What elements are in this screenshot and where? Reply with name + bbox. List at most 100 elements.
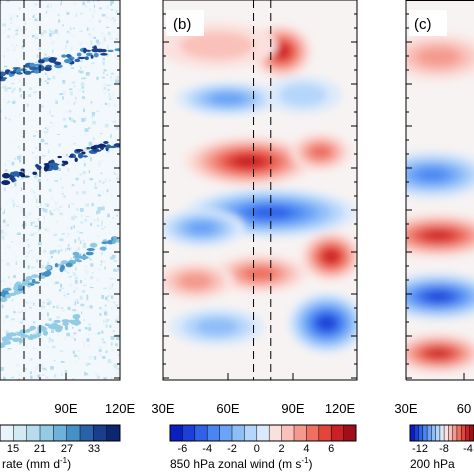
precip-speckle xyxy=(47,75,49,79)
colorbar-a-title: rate (mm d-1) xyxy=(2,456,71,471)
colorbar-b-cell-8 xyxy=(269,425,282,441)
precip-speckle xyxy=(10,22,13,24)
precip-speckle xyxy=(56,363,59,365)
precip-speckle xyxy=(85,5,87,8)
precip-band-1 xyxy=(90,146,97,150)
precip-speckle xyxy=(45,368,47,371)
precip-speckle xyxy=(54,374,57,378)
precip-speckle xyxy=(37,239,40,242)
colorbar-c-cell-7 xyxy=(439,425,445,441)
precip-speckle xyxy=(21,135,24,138)
precip-speckle xyxy=(5,73,7,76)
precip-band-3 xyxy=(73,319,81,325)
precip-band-2 xyxy=(112,236,118,241)
precip-speckle xyxy=(41,225,43,229)
precip-speckle xyxy=(86,63,88,66)
precip-speckle xyxy=(57,36,61,38)
precip-speckle xyxy=(97,217,99,222)
precip-speckle xyxy=(25,214,29,218)
precip-speckle xyxy=(115,319,119,323)
precip-speckle xyxy=(115,343,118,347)
precip-speckle xyxy=(98,353,102,357)
precip-speckle xyxy=(64,337,67,341)
precip-band-2 xyxy=(25,276,33,281)
precip-band-1 xyxy=(57,155,62,159)
precip-speckle xyxy=(57,167,61,171)
precip-speckle xyxy=(109,324,112,328)
precip-band-0 xyxy=(86,52,93,57)
colorbar-b-outline xyxy=(169,424,357,442)
precip-band-2 xyxy=(111,240,116,244)
colorbar-c-label-0: -12 xyxy=(412,443,428,455)
precip-speckle xyxy=(71,184,75,187)
precip-speckle xyxy=(74,96,77,100)
precip-speckle xyxy=(24,367,27,371)
precip-band-2 xyxy=(99,246,107,251)
precip-band-0 xyxy=(114,48,120,52)
precip-speckle xyxy=(113,268,117,272)
precip-speckle xyxy=(99,41,104,44)
precip-speckle xyxy=(91,104,93,106)
precip-speckle xyxy=(68,204,70,209)
precip-speckle xyxy=(94,182,97,187)
precip-speckle xyxy=(63,195,66,198)
precip-speckle xyxy=(101,191,104,194)
precip-speckle xyxy=(76,208,79,211)
precip-speckle xyxy=(42,30,47,34)
precip-band-1 xyxy=(99,143,104,148)
colorbar-c-cell-3 xyxy=(422,425,428,441)
precip-speckle xyxy=(93,219,97,221)
precip-speckle xyxy=(11,161,15,166)
panel-b-label-box xyxy=(166,10,204,36)
precip-speckle xyxy=(75,267,77,271)
precip-speckle xyxy=(68,275,72,278)
precip-speckle xyxy=(46,204,49,207)
precip-speckle xyxy=(85,215,90,218)
colorbar-b-title: 850 hPa zonal wind (m s-1) xyxy=(170,456,313,471)
precip-speckle xyxy=(32,151,34,154)
precip-band-2 xyxy=(44,265,52,270)
panel-b-xtick-3: 120E xyxy=(325,401,356,416)
colorbar-b-label-2: -2 xyxy=(227,443,237,455)
precip-speckle xyxy=(101,182,104,184)
precip-speckle xyxy=(66,235,69,238)
precip-speckle xyxy=(82,244,87,249)
precip-speckle xyxy=(22,150,24,153)
colorbar-b-cell-2 xyxy=(194,425,208,441)
precip-speckle xyxy=(59,350,64,352)
precip-speckle xyxy=(36,199,38,203)
precip-speckle xyxy=(46,187,48,190)
precip-speckle xyxy=(93,0,95,3)
precip-speckle xyxy=(117,211,119,214)
precip-speckle xyxy=(4,88,8,92)
precip-speckle xyxy=(27,103,29,107)
precip-speckle xyxy=(62,24,64,27)
precip-speckle xyxy=(110,306,114,311)
precip-speckle xyxy=(53,249,57,253)
precip-speckle xyxy=(3,226,6,231)
precip-speckle xyxy=(108,285,113,290)
colorbar-c-outline xyxy=(409,424,474,442)
panel-b-frame xyxy=(162,0,358,381)
precip-speckle xyxy=(1,377,5,380)
precip-speckle xyxy=(17,26,20,30)
panel-b-xtick-0: 30E xyxy=(151,401,174,416)
precip-speckle xyxy=(72,326,74,329)
precip-speckle xyxy=(113,368,117,370)
precip-speckle xyxy=(35,330,38,335)
precip-speckle xyxy=(4,209,5,214)
precip-speckle xyxy=(46,81,49,85)
precip-band-2 xyxy=(31,274,39,278)
colorbar-b-cell-14 xyxy=(343,425,357,441)
precip-speckle xyxy=(30,233,35,236)
precip-speckle xyxy=(83,319,85,321)
precip-speckle xyxy=(61,233,65,235)
precip-speckle xyxy=(66,247,71,250)
precip-speckle xyxy=(106,277,110,279)
precip-speckle xyxy=(71,81,76,84)
precip-speckle xyxy=(77,64,81,67)
precip-band-0 xyxy=(90,55,94,59)
precip-speckle xyxy=(112,217,115,219)
precip-speckle xyxy=(118,181,120,185)
precip-speckle xyxy=(34,3,38,6)
